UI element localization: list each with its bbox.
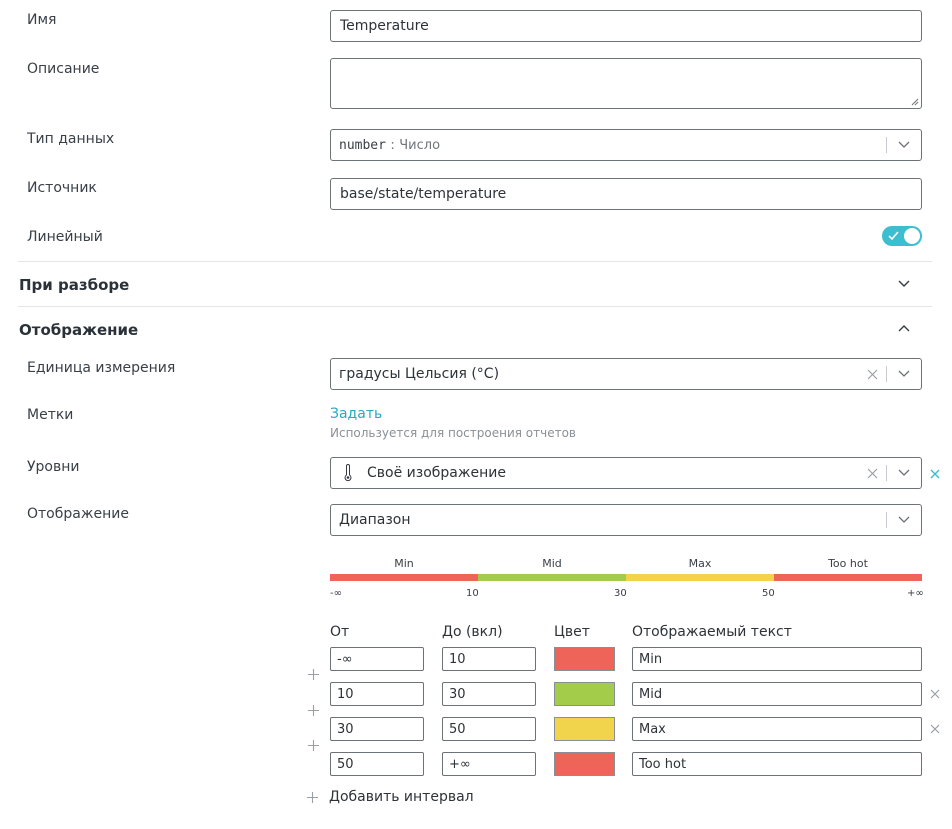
add-interval-label: Добавить интервал	[329, 789, 474, 805]
mode-select[interactable]: Диапазон	[330, 504, 922, 536]
section-parsing-title[interactable]: При разборе	[19, 276, 130, 294]
interval-text-input[interactable]: Too hot	[632, 752, 922, 776]
levels-select[interactable]: Своё изображение	[330, 457, 922, 489]
scale-segment-max	[626, 574, 774, 581]
section-display-title[interactable]: Отображение	[19, 321, 139, 339]
interval-text-input[interactable]: Max	[632, 717, 922, 741]
add-interval-button[interactable]: Добавить интервал	[307, 789, 474, 805]
tags-label: Метки	[27, 407, 74, 423]
data-type-label: Тип данных	[27, 131, 115, 147]
chevron-down-icon[interactable]	[887, 505, 921, 535]
clear-icon[interactable]	[858, 458, 886, 488]
scale-tick-50: 50	[762, 588, 775, 599]
interval-from-input[interactable]: 50	[330, 752, 424, 776]
levels-value: Своё изображение	[367, 465, 506, 481]
data-type-text: Число	[399, 138, 441, 153]
chevron-down-icon[interactable]	[887, 359, 921, 389]
unit-label: Единица измерения	[27, 360, 176, 376]
scale-segment-too-hot	[774, 574, 922, 581]
scale-tick-pos-inf: +∞	[907, 588, 924, 599]
interval-from-input[interactable]: -∞	[330, 647, 424, 671]
clear-icon[interactable]	[858, 359, 886, 389]
data-type-code: number	[339, 138, 386, 153]
interval-to-input[interactable]: 30	[442, 682, 536, 706]
interval-text-input[interactable]: Mid	[632, 682, 922, 706]
tags-set-link[interactable]: Задать	[330, 406, 383, 422]
thermometer-icon	[344, 464, 352, 482]
remove-levels-icon[interactable]	[928, 467, 942, 481]
scale-segment-mid	[478, 574, 626, 581]
interval-to-input[interactable]: 50	[442, 717, 536, 741]
insert-interval-plus-icon[interactable]	[307, 668, 320, 681]
interval-color-swatch[interactable]	[554, 717, 615, 741]
source-input[interactable]: base/state/temperature	[330, 178, 922, 210]
scale-tick-10: 10	[466, 588, 479, 599]
description-label: Описание	[27, 61, 100, 77]
resize-grip-icon[interactable]	[911, 98, 919, 106]
scale-tick-30: 30	[614, 588, 627, 599]
check-icon	[888, 231, 899, 241]
scale-label-too-hot: Too hot	[828, 557, 868, 570]
interval-color-swatch[interactable]	[554, 647, 615, 671]
name-label: Имя	[27, 12, 57, 28]
interval-to-input[interactable]: +∞	[442, 752, 536, 776]
description-textarea[interactable]	[330, 58, 922, 109]
unit-select[interactable]: градусы Цельсия (°C)	[330, 358, 922, 390]
chevron-up-icon[interactable]	[894, 320, 914, 336]
linear-toggle[interactable]	[882, 226, 922, 246]
chevron-down-icon[interactable]	[894, 276, 914, 292]
scale-tick-neg-inf: -∞	[330, 588, 342, 599]
data-type-select[interactable]: number : Число	[330, 129, 922, 161]
col-header-to: До (вкл)	[442, 624, 503, 640]
unit-value: градусы Цельсия (°C)	[339, 366, 500, 382]
remove-interval-icon[interactable]	[928, 687, 942, 701]
chevron-down-icon[interactable]	[887, 130, 921, 160]
scale-segment-min	[330, 574, 478, 581]
col-header-color: Цвет	[554, 624, 590, 640]
linear-label: Линейный	[27, 229, 103, 245]
interval-color-swatch[interactable]	[554, 752, 615, 776]
interval-from-input[interactable]: 30	[330, 717, 424, 741]
tags-hint: Используется для построения отчетов	[330, 426, 576, 440]
plus-icon	[307, 791, 318, 803]
mode-label: Отображение	[27, 506, 129, 522]
insert-interval-plus-icon[interactable]	[307, 739, 320, 752]
interval-to-input[interactable]: 10	[442, 647, 536, 671]
mode-value: Диапазон	[339, 512, 411, 528]
col-header-text: Отображаемый текст	[632, 624, 792, 640]
scale-label-mid: Mid	[542, 557, 562, 570]
insert-interval-plus-icon[interactable]	[307, 704, 320, 717]
scale-label-max: Max	[688, 557, 712, 570]
chevron-down-icon[interactable]	[887, 458, 921, 488]
data-type-separator: :	[390, 138, 395, 153]
scale-label-min: Min	[394, 557, 414, 570]
remove-interval-icon[interactable]	[928, 722, 942, 736]
interval-from-input[interactable]: 10	[330, 682, 424, 706]
interval-text-input[interactable]: Min	[632, 647, 922, 671]
col-header-from: От	[330, 624, 350, 640]
name-input[interactable]: Temperature	[330, 10, 922, 42]
levels-label: Уровни	[27, 459, 80, 475]
source-label: Источник	[27, 180, 97, 196]
interval-color-swatch[interactable]	[554, 682, 615, 706]
